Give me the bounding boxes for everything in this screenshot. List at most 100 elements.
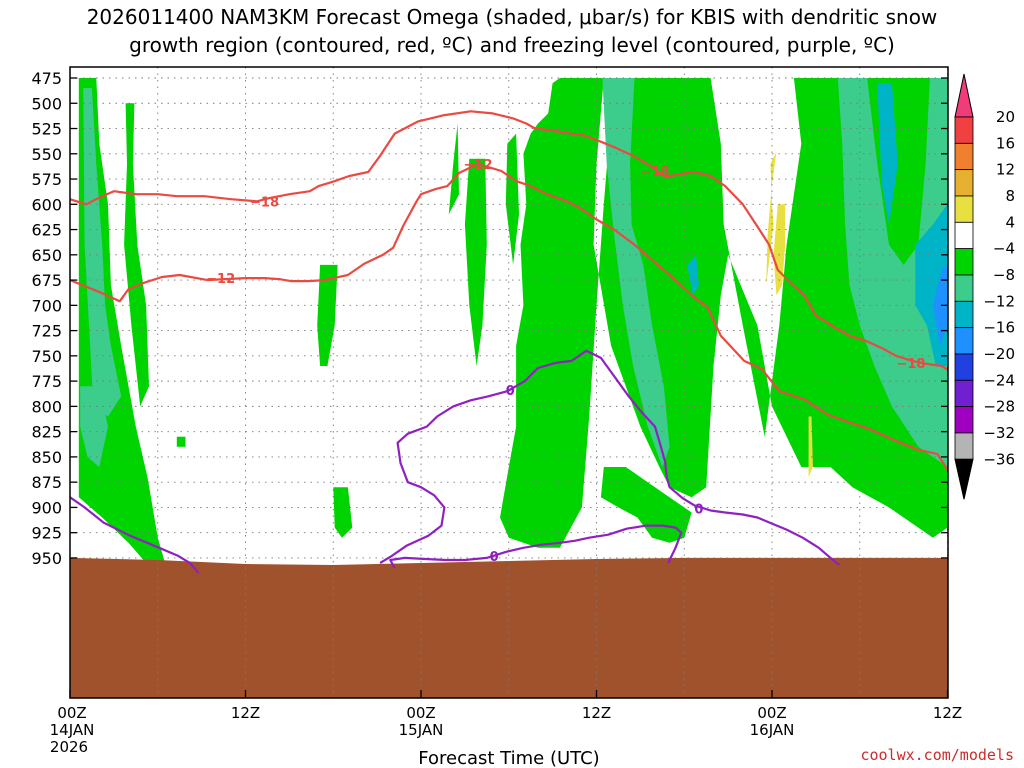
omega-green-10 [600, 467, 692, 543]
colorbar-label: 20 [996, 108, 1015, 126]
y-tick-label: 800 [31, 397, 62, 416]
x-tick-label: 12Z [933, 704, 962, 722]
omega-green-3 [317, 264, 338, 366]
x-tick-label: 12Z [582, 704, 611, 722]
y-tick-label: 525 [31, 120, 62, 139]
y-tick-label: 775 [31, 372, 62, 391]
y-tick-label: 900 [31, 498, 62, 517]
colorbar-bottom-arrow [954, 458, 974, 500]
omega-cyan-3 [687, 254, 699, 296]
y-tick-label: 550 [31, 145, 62, 164]
freezing-level-contour-3 [389, 524, 683, 569]
dgz-minus12-contour [70, 162, 948, 473]
x-tick-label: 00Z [406, 704, 435, 722]
y-tick-label: 875 [31, 473, 62, 492]
colorbar-label: 4 [1005, 213, 1015, 231]
x-tick-date-label: 15JAN [399, 721, 444, 739]
colorbar-label: 12 [996, 161, 1015, 179]
omega-teal-2 [80, 386, 108, 467]
dgz-minus18-contour-label: −18 [641, 165, 670, 180]
colorbar-label: 8 [1005, 187, 1015, 205]
colorbar-swatch [954, 300, 974, 329]
y-axis-ticks: 475 500 525 550 575 600 625 650 675 700 725 750 775 8… [31, 69, 948, 568]
colorbar-label: −4 [993, 240, 1015, 258]
freezing-level-contour [70, 496, 200, 574]
colorbar-label: −16 [983, 319, 1015, 337]
colorbar-swatch [954, 248, 974, 276]
omega-yellow-1 [766, 151, 777, 286]
contour-layer: −12 −18 −18 −18 0 0 0 −12 [70, 110, 948, 574]
colorbar-swatch [954, 169, 974, 197]
x-tick-label: 00Z [757, 704, 786, 722]
colorbar-label: 16 [996, 134, 1015, 152]
colorbar-swatch [954, 353, 974, 381]
omega-green-4 [176, 436, 186, 447]
colorbar-label: −24 [983, 371, 1015, 389]
omega-green-8 [505, 133, 519, 265]
dgz-minus12-contour-label: −12 [206, 272, 235, 287]
omega-green-7 [464, 158, 487, 366]
colorbar-swatch [954, 274, 974, 302]
chart-title-line1: 2026011400 NAM3KM Forecast Omega (shaded… [87, 5, 938, 29]
omega-teal-1 [83, 88, 122, 417]
x-tick-label: 00Z [57, 704, 86, 722]
x-tick-date-label: 16JAN [750, 721, 795, 739]
y-tick-label: 725 [31, 322, 62, 341]
colorbar-swatch [954, 221, 974, 250]
colorbar-label: −8 [993, 266, 1015, 284]
y-tick-label: 575 [31, 170, 62, 189]
colorbar-swatch [954, 432, 974, 460]
omega-shading-layer [78, 78, 948, 568]
colorbar: 20 16 12 8 4 −4 −8 −12 −16 −20 −24 −28 −32 −36 [954, 73, 1015, 500]
y-tick-label: 750 [31, 347, 62, 366]
x-tick-date-label: 14JAN [50, 721, 95, 739]
dgz-minus18-contour-label: −18 [250, 195, 279, 210]
dgz-minus18-contour-label: −18 [896, 357, 925, 372]
colorbar-swatch [954, 406, 974, 434]
colorbar-label: −20 [983, 345, 1015, 363]
omega-yellow-2 [773, 204, 786, 296]
y-tick-label: 675 [31, 271, 62, 290]
colorbar-swatch [954, 142, 974, 171]
ground-surface [70, 557, 948, 698]
colorbar-label: −36 [983, 450, 1015, 468]
colorbar-label: −28 [983, 398, 1015, 416]
y-tick-label: 950 [31, 549, 62, 568]
y-tick-label: 700 [31, 296, 62, 315]
y-tick-label: 475 [31, 69, 62, 88]
dgz-minus12-contour-label: −12 [464, 158, 493, 173]
colorbar-label: −12 [983, 292, 1015, 310]
y-tick-label: 925 [31, 524, 62, 543]
colorbar-label: −32 [983, 424, 1015, 442]
x-tick-label: 12Z [231, 704, 260, 722]
omega-green-5 [333, 487, 353, 538]
y-tick-label: 625 [31, 221, 62, 240]
colorbar-top-arrow [954, 73, 974, 118]
omega-cyan-2 [877, 83, 898, 225]
chart-title-line2: growth region (contoured, red, ºC) and f… [129, 33, 895, 57]
ground-layer [70, 557, 948, 698]
y-tick-label: 850 [31, 448, 62, 467]
y-tick-label: 500 [31, 94, 62, 113]
freezing-level-contour-2 [379, 349, 840, 566]
x-axis-label: Forecast Time (UTC) [418, 748, 599, 768]
freezing-level-contour-2-label: 0 [694, 502, 703, 517]
colorbar-swatch [954, 327, 974, 355]
y-tick-label: 825 [31, 423, 62, 442]
freezing-level-contour-3-label: 0 [490, 550, 499, 565]
y-tick-label: 600 [31, 195, 62, 214]
credit-text: coolwx.com/models [860, 746, 1014, 764]
colorbar-swatch [954, 195, 974, 223]
plot-frame [69, 66, 949, 699]
omega-teal-4 [793, 78, 948, 467]
dgz-minus18-contour [70, 110, 948, 372]
colorbar-swatch [954, 379, 974, 408]
x-tick-year-label: 2026 [50, 738, 88, 756]
omega-blue-1 [932, 264, 948, 346]
omega-green-6 [448, 123, 459, 215]
freezing-level-contour-2-label: 0 [506, 384, 515, 399]
colorbar-swatch [954, 116, 974, 144]
y-tick-label: 650 [31, 246, 62, 265]
